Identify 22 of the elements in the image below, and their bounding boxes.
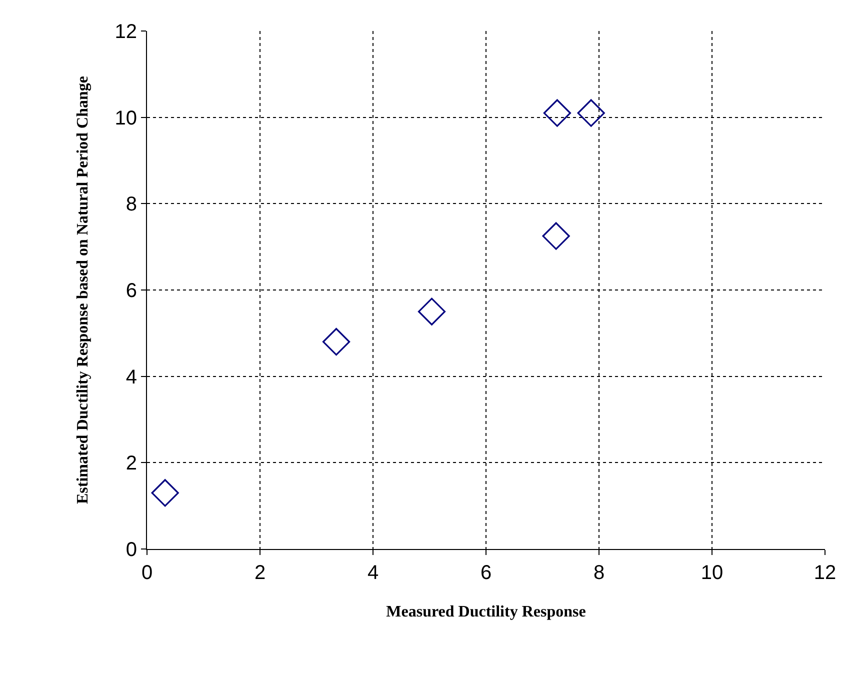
x-tick-label: 10 (700, 562, 724, 584)
x-axis-title: Measured Ductility Response (386, 604, 586, 621)
point (543, 99, 571, 127)
x-tick-label: 4 (367, 562, 379, 584)
y-tick-label: 0 (126, 539, 137, 561)
x-tick-label: 12 (814, 562, 836, 584)
y-tick-label: 10 (114, 107, 137, 130)
y-tick-label: 6 (126, 280, 137, 302)
y-tick-label: 12 (114, 21, 137, 43)
x-tick-label: 6 (480, 562, 492, 584)
point (322, 328, 350, 356)
point (577, 99, 605, 127)
x-tick-label: 2 (254, 562, 266, 584)
point (418, 298, 446, 326)
y-tick-label: 8 (126, 194, 137, 216)
x-tick-label: 8 (593, 562, 605, 584)
y-tick-label: 4 (126, 366, 137, 388)
y-tick-label: 2 (126, 452, 137, 475)
x-tick-label: 0 (141, 562, 153, 584)
point (151, 479, 179, 507)
y-axis-title: Estimated Ductility Response based on Natural Period Change (74, 76, 92, 504)
point (542, 222, 570, 250)
